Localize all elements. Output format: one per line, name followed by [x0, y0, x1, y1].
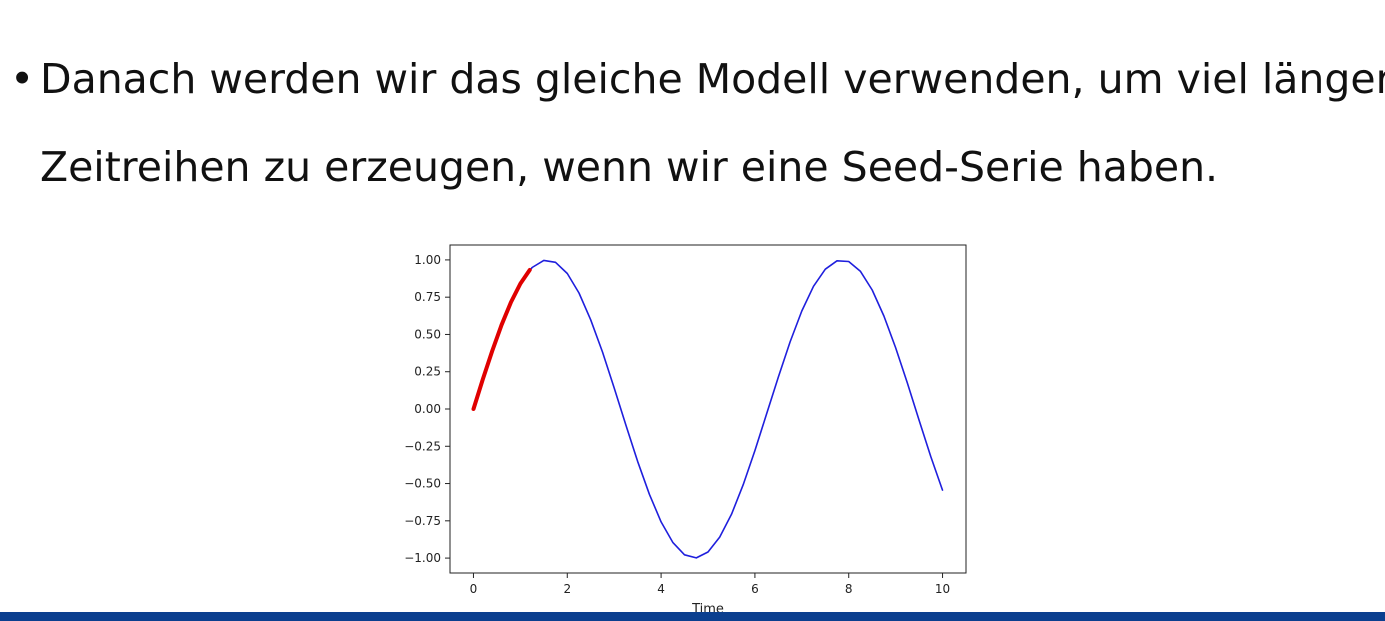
- plot-frame: [449, 244, 967, 574]
- x-tick-label: 0: [470, 582, 478, 596]
- bullet-icon: •: [10, 55, 35, 103]
- bullet-text-1: Danach werden wir das gleiche Modell ver…: [40, 55, 1385, 103]
- y-tick-label: 0.00: [414, 402, 441, 416]
- y-tick-label: −0.75: [404, 514, 441, 528]
- y-tick-label: 0.50: [414, 327, 441, 341]
- generated-series-line: [472, 259, 944, 559]
- sine-chart: 0 2 4 6 8 10 1.00 0.75 0.50 0.25 0.00 −0.25 −0.50 −0.…: [385, 230, 985, 621]
- x-tick-label: 4: [657, 582, 665, 596]
- seed-series-line: [471, 268, 532, 411]
- bullet-line-1: • Danach werden wir das gleiche Modell ve…: [10, 55, 1385, 103]
- y-tick-label: 0.25: [414, 365, 441, 379]
- x-tick-label: 10: [935, 582, 950, 596]
- y-tick-label: −1.00: [404, 551, 441, 565]
- y-tick-label: −0.25: [404, 439, 441, 453]
- y-tick-label: 1.00: [414, 253, 441, 267]
- bullet-text-2: Zeitreihen zu erzeugen, wenn wir eine Se…: [40, 143, 1219, 191]
- x-tick-label: 2: [563, 582, 571, 596]
- y-tick-label: 0.75: [414, 290, 441, 304]
- chart-svg: 0 2 4 6 8 10 1.00 0.75 0.50 0.25 0.00 −0.25 −0.50 −0.…: [404, 244, 967, 617]
- bullet-line-2: Zeitreihen zu erzeugen, wenn wir eine Se…: [40, 143, 1218, 191]
- y-tick-label: −0.50: [404, 477, 441, 491]
- footer-bar: [0, 612, 1385, 621]
- x-tick-label: 6: [751, 582, 759, 596]
- x-tick-label: 8: [845, 582, 853, 596]
